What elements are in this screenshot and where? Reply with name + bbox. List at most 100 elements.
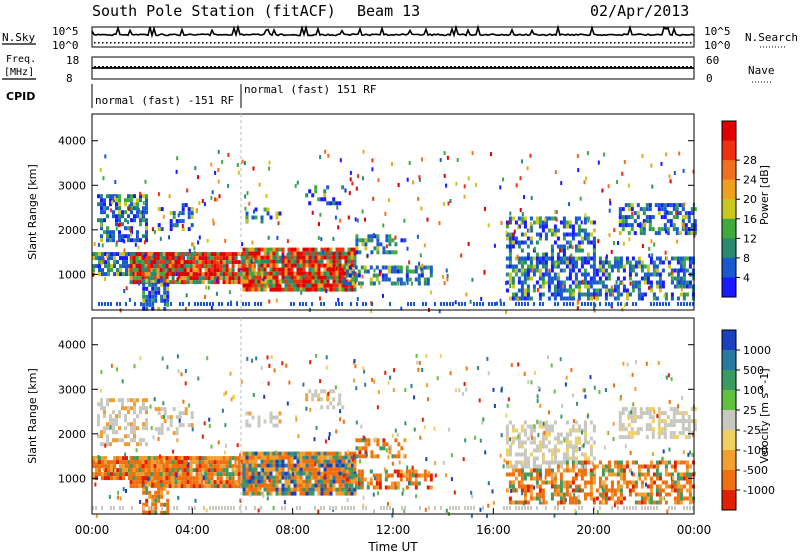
echo-cell <box>619 281 622 285</box>
echo-cell <box>673 464 677 469</box>
echo-cell <box>589 452 593 457</box>
echo-cell <box>637 292 641 297</box>
echo-cell <box>165 472 169 477</box>
echo-cell <box>672 415 676 420</box>
echo-cell <box>302 283 306 288</box>
echo-cell <box>520 248 524 253</box>
nsearch-dot <box>214 42 216 44</box>
echo-cell <box>568 456 572 461</box>
echo-cell <box>125 268 128 273</box>
echo-cell <box>104 264 107 269</box>
echo-cell <box>523 496 527 501</box>
echo-cell <box>619 484 623 489</box>
echo-cell <box>323 271 327 276</box>
echo-cell <box>248 423 252 428</box>
echo-cell <box>187 215 191 220</box>
echo-cell <box>92 464 95 469</box>
echo-cell <box>237 468 241 473</box>
echo-cell <box>650 302 652 306</box>
echo-cell <box>375 481 379 486</box>
echo-cell <box>583 292 587 297</box>
echo-cell <box>418 261 421 266</box>
echo-cell <box>317 263 321 268</box>
echo-cell <box>685 256 689 261</box>
echo-cell <box>571 460 575 465</box>
echo-cell <box>544 268 548 273</box>
echo-cell <box>612 437 615 441</box>
echo-cell <box>681 411 685 416</box>
echo-cell <box>171 460 175 465</box>
echo-cell <box>676 500 680 505</box>
echo-cell <box>505 224 509 229</box>
echo-cell <box>645 435 649 440</box>
nsearch-dot <box>158 42 160 44</box>
echo-cell <box>679 292 683 297</box>
echo-cell <box>630 419 634 424</box>
echo-cell <box>332 267 336 272</box>
echo-cell <box>329 287 333 292</box>
echo-cell <box>528 228 531 233</box>
echo-cell <box>580 476 584 481</box>
echo-cell <box>616 464 620 469</box>
echo-cell <box>499 185 502 190</box>
echo-cell <box>145 398 148 403</box>
echo-cell <box>520 260 524 265</box>
echo-cell <box>302 251 306 256</box>
echo-cell <box>242 255 246 260</box>
nave-dot <box>242 66 244 68</box>
echo-cell <box>556 436 560 441</box>
echo-cell <box>305 471 309 476</box>
echo-cell <box>586 236 590 241</box>
nave-dot <box>498 66 500 68</box>
echo-cell <box>679 488 683 493</box>
nave-dot <box>226 66 228 68</box>
echo-cell <box>231 472 235 477</box>
echo-cell <box>583 480 587 485</box>
echo-cell <box>688 488 692 493</box>
echo-cell <box>329 275 333 280</box>
echo-cell <box>574 456 578 461</box>
echo-cell <box>677 404 679 409</box>
echo-cell <box>260 219 264 224</box>
echo-cell <box>160 494 164 499</box>
echo-cell <box>425 302 427 306</box>
echo-cell <box>323 455 327 460</box>
echo-cell <box>676 496 680 501</box>
echo-cell <box>559 292 563 297</box>
echo-cell <box>150 264 154 269</box>
echo-cell <box>550 496 554 501</box>
echo-cell <box>326 483 330 488</box>
echo-cell <box>135 260 139 265</box>
echo-cell <box>544 468 548 473</box>
echo-cell <box>577 232 581 237</box>
echo-cell <box>538 492 542 497</box>
echo-cell <box>287 487 291 492</box>
echo-cell <box>284 463 288 468</box>
echo-cell <box>157 290 161 295</box>
echo-cell <box>679 496 683 501</box>
echo-cell <box>169 415 173 420</box>
echo-cell <box>520 428 524 433</box>
echo-cell <box>97 414 100 419</box>
echo-cell <box>174 484 178 489</box>
echo-cell <box>592 268 596 273</box>
echo-cell <box>372 273 376 278</box>
echo-cell <box>163 502 167 507</box>
echo-cell <box>532 268 536 273</box>
echo-cell <box>254 475 258 480</box>
echo-cell <box>157 407 161 412</box>
echo-cell <box>184 411 188 416</box>
echo-cell <box>263 283 267 288</box>
nave-dot <box>462 66 464 68</box>
echo-cell <box>577 244 581 249</box>
echo-cell <box>157 486 161 491</box>
echo-cell <box>553 460 557 465</box>
nave-dot <box>310 66 312 68</box>
echo-cell <box>104 272 107 277</box>
echo-cell <box>416 360 419 365</box>
echo-cell <box>175 431 179 436</box>
echo-cell <box>538 256 542 261</box>
echo-cell <box>586 284 590 289</box>
echo-cell <box>589 280 593 285</box>
echo-cell <box>308 471 312 476</box>
